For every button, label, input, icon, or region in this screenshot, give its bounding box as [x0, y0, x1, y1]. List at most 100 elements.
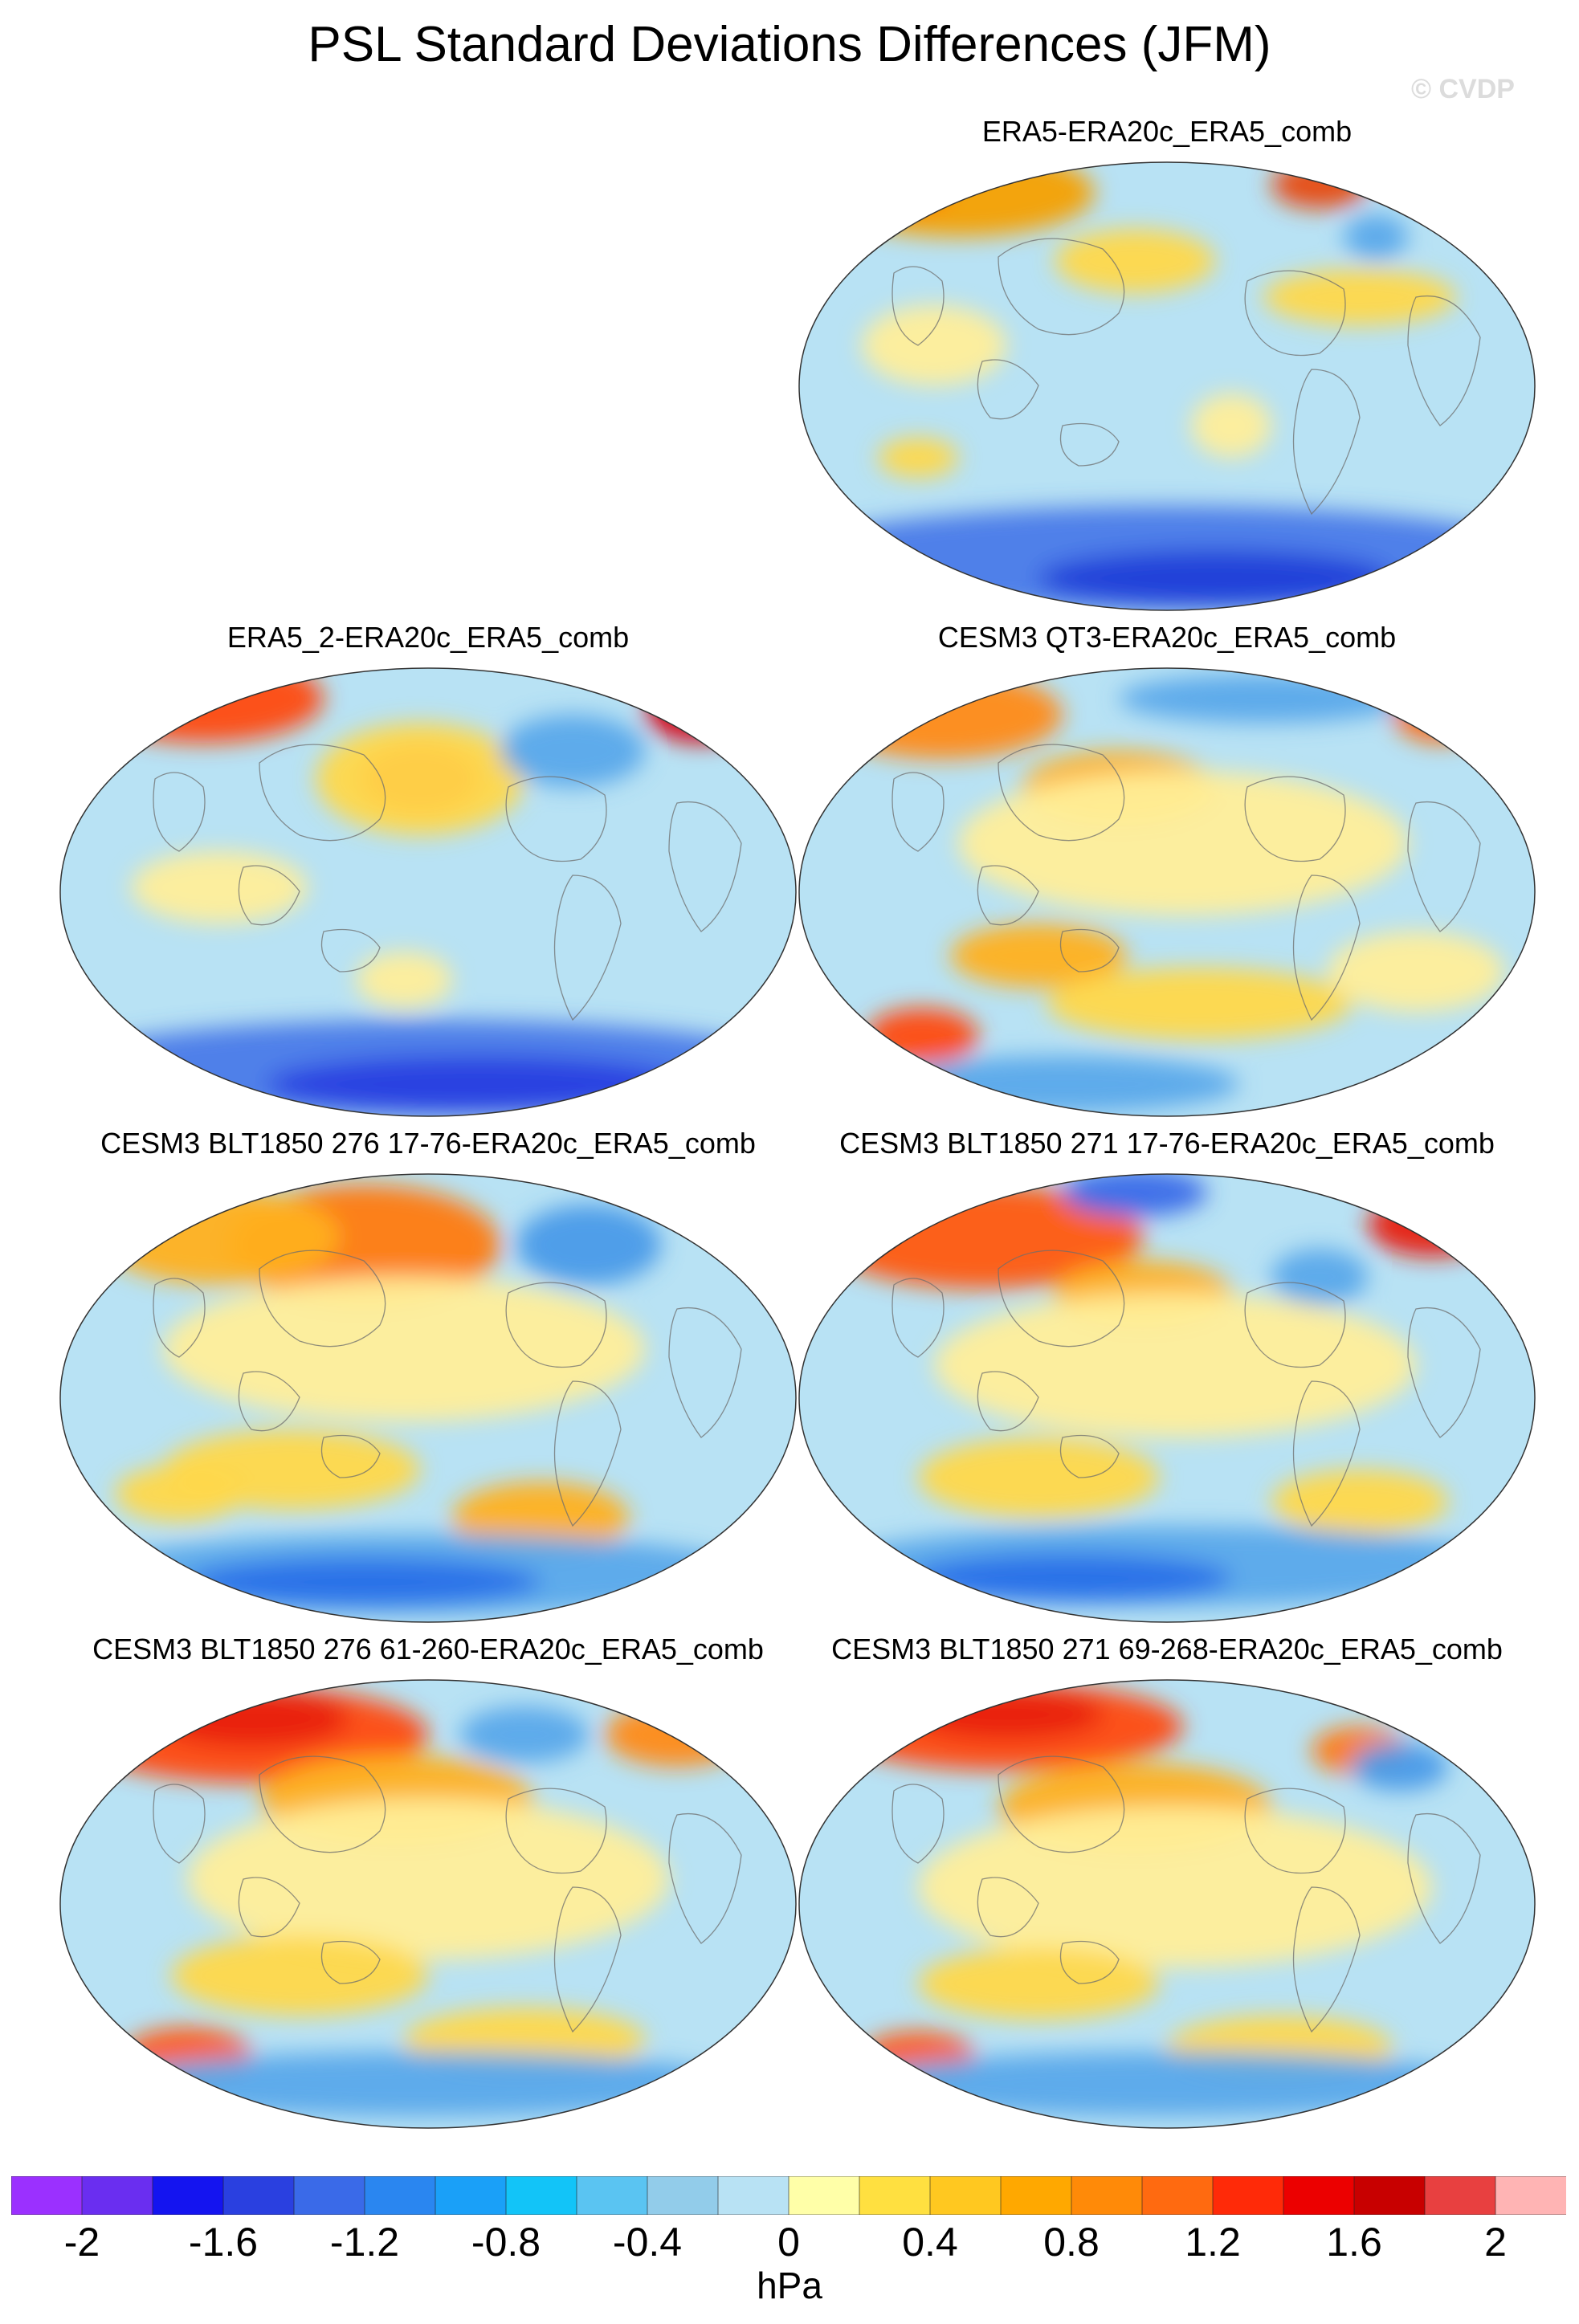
map-border	[798, 161, 1536, 611]
colorbar-tick-label: -2	[63, 2220, 100, 2265]
coastline	[668, 1307, 742, 1438]
map-area	[798, 161, 1536, 612]
coastline	[238, 1877, 300, 1938]
anomaly-region	[1047, 968, 1352, 1040]
colorbar-tick-label: -0.4	[612, 2220, 683, 2265]
map-panel: CESM3 BLT1850 271 17-76-ERA20c_ERA5_comb	[798, 1126, 1536, 1624]
anomaly-region	[1344, 214, 1408, 259]
panel-title: ERA5_2-ERA20c_ERA5_comb	[226, 621, 630, 654]
colorbar-swatch	[152, 2176, 224, 2215]
colorbar-tick-label: -0.8	[471, 2220, 541, 2265]
colorbar-swatch	[647, 2176, 719, 2215]
colorbar-tick-label: 2	[1484, 2220, 1507, 2265]
anomaly-region	[500, 715, 645, 787]
coastline	[1292, 875, 1361, 1021]
map-border	[798, 1679, 1536, 2129]
coastline	[1292, 1380, 1361, 1527]
anomaly-region	[316, 723, 524, 835]
colorbar-tick-label: 0.4	[902, 2220, 958, 2265]
map-border	[798, 667, 1536, 1117]
anomaly-region	[460, 1706, 589, 1763]
coastline	[668, 1813, 742, 1944]
colorbar-tick-label: -1.6	[188, 2220, 259, 2265]
coastline	[553, 1380, 622, 1527]
coastline	[1244, 270, 1346, 357]
coastline	[1059, 1434, 1120, 1478]
coastline	[998, 744, 1125, 842]
coastline	[259, 744, 386, 842]
map-panel: CESM3 QT3-ERA20c_ERA5_comb	[798, 620, 1536, 1118]
anomaly-region	[516, 1205, 661, 1285]
coastline	[505, 1788, 607, 1874]
anomaly-region	[862, 305, 1006, 385]
colorbar-swatch	[1071, 2176, 1143, 2215]
anomaly-region	[1328, 932, 1504, 1012]
anomaly-region	[1119, 675, 1408, 723]
anomaly-region	[1263, 269, 1456, 325]
coastline	[977, 1371, 1039, 1432]
anomaly-region	[187, 1799, 669, 1959]
colorbar-swatch	[1424, 2176, 1496, 2215]
anomaly-region	[918, 1947, 1159, 2020]
anomaly-region	[356, 952, 452, 1008]
coastline	[553, 1886, 622, 2033]
coastline	[320, 1940, 381, 1984]
map-svg	[798, 1679, 1536, 2129]
colorbar-swatch	[11, 2176, 83, 2215]
map-area	[798, 667, 1536, 1118]
map-svg	[59, 1679, 797, 2129]
panel-title: CESM3 BLT1850 276 17-76-ERA20c_ERA5_comb	[100, 1127, 756, 1160]
anomaly-region	[1038, 550, 1392, 606]
colorbar-swatch	[293, 2176, 365, 2215]
coastline	[505, 776, 607, 862]
coastline	[977, 865, 1039, 926]
anomaly-region	[1352, 1743, 1448, 1791]
anomaly-region	[1271, 1249, 1368, 1305]
anomaly-region	[267, 1056, 685, 1112]
coastline	[259, 1755, 386, 1853]
anomaly-region	[187, 1558, 541, 1606]
map-area	[798, 1172, 1536, 1624]
watermark: © CVDP	[1411, 74, 1515, 104]
coastline	[1059, 928, 1120, 972]
coastline	[153, 1784, 206, 1864]
coastline	[505, 1282, 607, 1368]
colorbar-swatch	[1283, 2176, 1355, 2215]
panel-title: CESM3 QT3-ERA20c_ERA5_comb	[937, 621, 1397, 654]
map-panel: ERA5_2-ERA20c_ERA5_comb	[59, 620, 798, 1118]
map-panel: ERA5-ERA20c_ERA5_comb	[798, 114, 1536, 612]
coastline	[320, 1434, 381, 1478]
colorbar-swatch	[859, 2176, 931, 2215]
anomaly-region	[171, 1935, 428, 2016]
panel-title: CESM3 BLT1850 271 17-76-ERA20c_ERA5_comb	[839, 1127, 1495, 1160]
map-panel: CESM3 BLT1850 271 69-268-ERA20c_ERA5_com…	[798, 1632, 1536, 2130]
anomaly-region	[99, 1189, 340, 1285]
coastline	[892, 772, 945, 852]
map-border	[59, 1173, 797, 1623]
coastline	[1292, 1886, 1361, 2033]
anomaly-region	[1368, 1193, 1496, 1257]
map-svg	[798, 667, 1536, 1117]
colorbar-tick-labels: -2 -1.6 -1.2 -0.8 -0.4 0 0.4 0.8 1.2 1.6 2	[0, 2218, 1579, 2274]
panel-title: CESM3 BLT1850 271 69-268-ERA20c_ERA5_com…	[831, 1633, 1503, 1666]
map-area	[59, 667, 798, 1118]
map-border	[59, 667, 797, 1117]
colorbar-tick-label: -1.2	[329, 2220, 400, 2265]
colorbar-swatch	[1141, 2176, 1214, 2215]
colorbar-swatch	[929, 2176, 1002, 2215]
colorbar-swatch	[1353, 2176, 1426, 2215]
anomaly-region	[958, 771, 1408, 915]
coastline	[977, 1877, 1039, 1938]
anomaly-region	[866, 1008, 978, 1064]
colorbar-swatch	[435, 2176, 507, 2215]
map-area	[59, 1172, 798, 1624]
coastline	[892, 1784, 945, 1864]
colorbar-swatch	[364, 2176, 436, 2215]
anomaly-region	[99, 2052, 741, 2116]
colorbar-swatch	[81, 2176, 153, 2215]
coastline	[892, 266, 945, 346]
coastline	[998, 238, 1125, 336]
coastline	[998, 1250, 1125, 1348]
anomaly-region	[605, 1702, 749, 1767]
panel-title: CESM3 BLT1850 276 61-260-ERA20c_ERA5_com…	[92, 1633, 764, 1666]
